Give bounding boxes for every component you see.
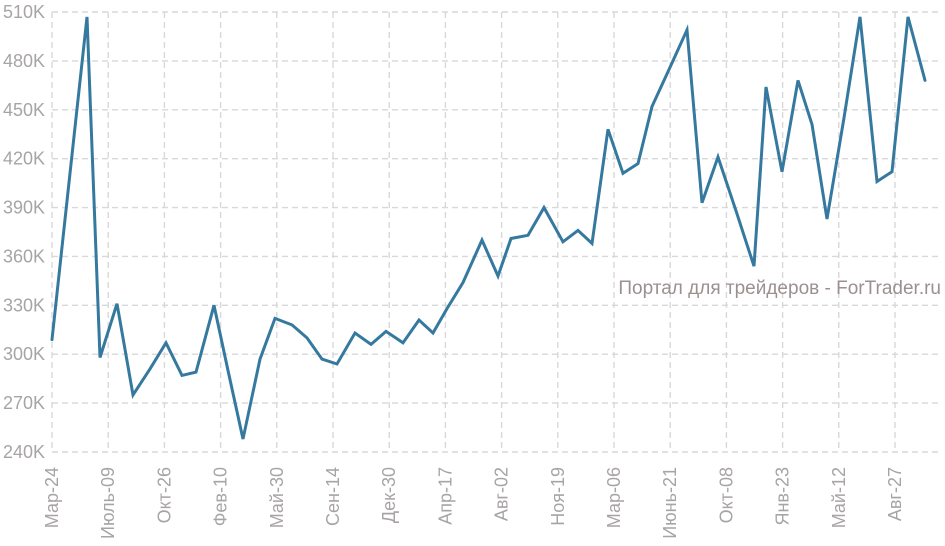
y-tick-label: 420K (3, 149, 45, 169)
x-tick-label: Авг-02 (492, 467, 512, 521)
x-tick-label: Апр-17 (435, 467, 455, 525)
x-tick-label: Фев-10 (211, 467, 231, 526)
y-tick-label: 390K (3, 198, 45, 218)
y-tick-label: 360K (3, 246, 45, 266)
x-tick-label: Июль-09 (98, 467, 118, 539)
x-tick-label: Июнь-21 (660, 467, 680, 539)
x-tick-label: Май-12 (829, 467, 849, 528)
x-tick-label: Мар-24 (42, 467, 62, 528)
y-tick-label: 510K (3, 2, 45, 22)
y-tick-label: 270K (3, 393, 45, 413)
y-gridlines (52, 11, 941, 453)
x-tick-label: Май-30 (267, 467, 287, 528)
x-tick-label: Мар-06 (604, 467, 624, 528)
x-tick-label: Янв-23 (773, 467, 793, 526)
x-axis-labels: Мар-24 Июль-09 Окт-26 Фев-10 Май-30 Сен-14 Дек… (42, 467, 905, 539)
x-tick-label: Дек-30 (379, 467, 399, 523)
x-tick-label: Окт-26 (154, 467, 174, 523)
y-tick-label: 480K (3, 51, 45, 71)
y-tick-label: 330K (3, 295, 45, 315)
x-tick-label: Ноя-19 (548, 467, 568, 526)
x-tick-label: Авг-27 (885, 467, 905, 521)
y-tick-label: 300K (3, 344, 45, 364)
watermark-text: Портал для трейдеров - ForTrader.ru (618, 278, 941, 299)
x-gridlines (51, 12, 896, 452)
x-tick-label: Сен-14 (323, 467, 343, 526)
y-tick-label: 240K (3, 442, 45, 462)
series-line (50, 16, 927, 440)
y-tick-label: 450K (3, 100, 45, 120)
x-tick-label: Окт-08 (716, 467, 736, 523)
y-axis-labels: 510K 480K 450K 420K 390K 360K 330K 300K 270K 240K (3, 2, 45, 462)
